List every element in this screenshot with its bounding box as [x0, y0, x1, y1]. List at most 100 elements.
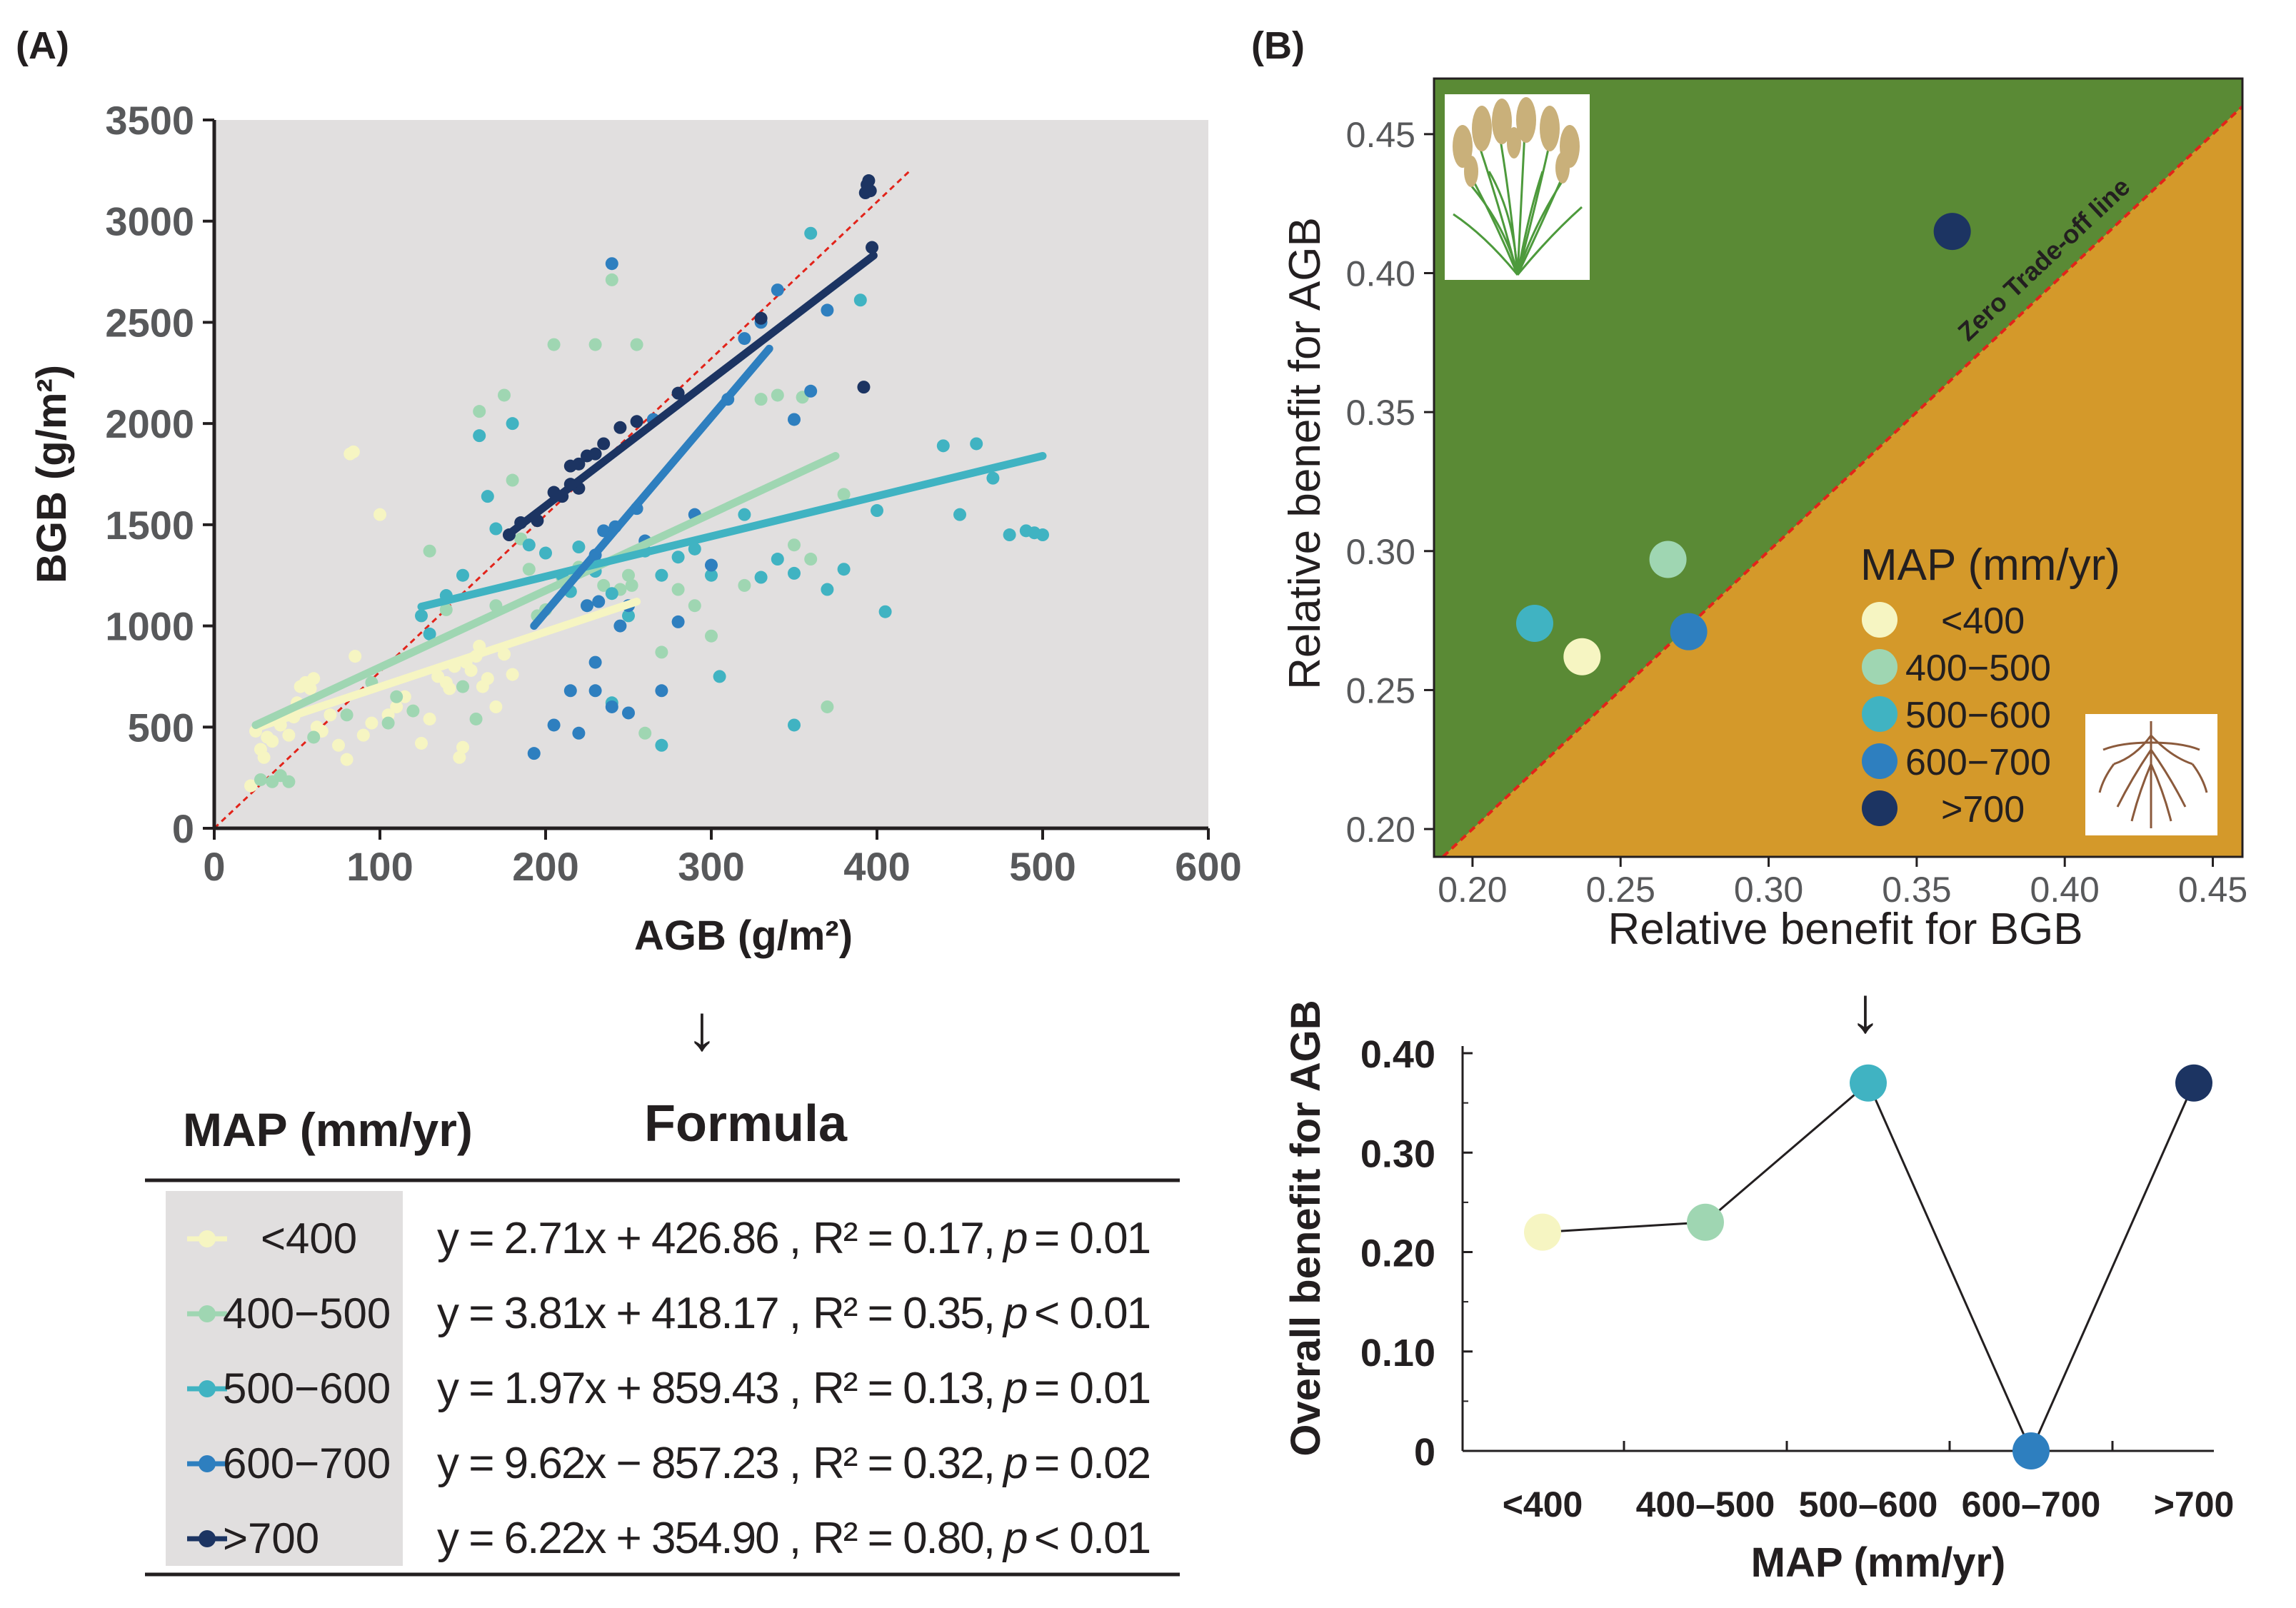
x-tick-label: 0.45 — [2178, 870, 2247, 910]
formula-r2: R² = 0.80, — [813, 1514, 994, 1563]
data-point-b400_500 — [588, 338, 602, 351]
fit-line-b400_500 — [251, 451, 840, 729]
data-point-gt700 — [588, 447, 602, 461]
formula-r2: R² = 0.35, — [813, 1289, 994, 1338]
data-point-b400_500 — [254, 773, 267, 786]
legend-title: MAP (mm/yr) — [1860, 541, 2120, 590]
legend-marker-gt700 — [199, 1530, 216, 1547]
grass-plant-icon — [1445, 94, 1590, 280]
data-point-b500_600 — [605, 587, 618, 601]
formula-p-value: < 0.01 — [1034, 1514, 1150, 1563]
data-point-b600_700 — [597, 524, 611, 538]
x-tick-label: 500–600 — [1799, 1484, 1938, 1524]
data-point-b400_500 — [406, 704, 420, 718]
data-point-b400_500 — [390, 690, 403, 703]
y-tick-label: 0.35 — [1346, 393, 1415, 433]
data-point-b500_600 — [539, 546, 552, 560]
x-tick-label: 0.40 — [2030, 870, 2100, 910]
data-point-b400_500 — [522, 563, 536, 576]
legend-label-b500_600: 500−600 — [223, 1365, 391, 1412]
data-point-lt400 — [390, 700, 403, 713]
formula-equation: y = 9.62x − 857.23 , — [437, 1439, 800, 1488]
points-group — [1515, 213, 1971, 675]
legend-cell-background — [166, 1191, 403, 1566]
data-point-lt400 — [481, 672, 494, 685]
data-point-b500_600 — [705, 568, 718, 582]
formula-p-value: = 0.01 — [1034, 1364, 1150, 1413]
data-point-b400_500 — [788, 538, 801, 552]
data-point-b400_500 — [506, 473, 519, 487]
data-point-b500_600 — [481, 490, 494, 503]
data-point-b400_500 — [630, 338, 643, 351]
data-point-b600_700 — [705, 558, 718, 572]
data-point-b600_700 — [588, 684, 602, 698]
data-point-b400_500 — [456, 680, 469, 693]
panel-b-tradeoff-chart: Zero Trade-off line 0.20 0.25 0.30 0.35 0.40… — [1280, 77, 2248, 954]
y-tick-label: 500 — [128, 705, 194, 750]
map-legend: MAP (mm/yr) <400 400−500 500−600 600−700 >70… — [1860, 541, 2120, 830]
data-point-gt700 — [671, 386, 685, 400]
legend-marker-b600_700 — [1862, 743, 1898, 779]
data-point-lt400 — [266, 735, 279, 748]
data-point-b600_700 — [821, 303, 834, 317]
data-point-b500_600 — [713, 670, 726, 683]
fit-line-b500_600 — [417, 451, 1047, 611]
data-point-b500_600 — [804, 226, 818, 240]
data-point-b600_700 — [605, 700, 618, 713]
data-point-lt400 — [346, 445, 360, 458]
y-tick-label: 0.20 — [1360, 1232, 1435, 1275]
data-point-lt400 — [282, 728, 296, 742]
data-point-b400_500 — [625, 578, 638, 592]
legend-marker-lt400 — [1862, 602, 1898, 638]
data-point-lt400 — [464, 663, 478, 677]
data-point-b400_500 — [738, 578, 751, 592]
x-tick-label: 0.25 — [1586, 870, 1655, 910]
axes-group: 0.20 0.25 0.30 0.35 0.40 0.45 0.20 0.25 0.30 0.35… — [1346, 115, 2248, 910]
data-point-b500_600 — [423, 627, 436, 640]
fit-line-lt400 — [251, 598, 641, 733]
legend-label-b400_500: 400−500 — [223, 1290, 391, 1337]
data-point-b600_700 — [771, 283, 784, 297]
data-point-b400_500 — [547, 338, 561, 351]
y-tick-label: 1500 — [105, 503, 194, 548]
data-point-b500_600 — [771, 553, 784, 566]
data-point-b600_700 — [592, 595, 606, 608]
y-tick-label: 0.30 — [1360, 1132, 1435, 1175]
legend-marker-b500_600 — [199, 1380, 216, 1397]
formula-equation: y = 1.97x + 859.43 , — [437, 1364, 800, 1413]
data-point-lt400 — [415, 736, 428, 750]
data-point-b600_700 — [1670, 613, 1708, 650]
data-point-gt700 — [754, 311, 768, 325]
data-point-b600_700 — [581, 599, 593, 613]
data-point-b500_600 — [1036, 528, 1049, 542]
y-tick-label: 0.20 — [1346, 810, 1415, 850]
y-tick-label: 0 — [172, 806, 194, 851]
data-point-gt700 — [866, 241, 879, 254]
x-axis-label: AGB (g/m²) — [634, 913, 853, 959]
panel-b-overall-benefit-chart: 0 0.10 0.20 0.30 0.40 <400 400–500 500–600 600–7… — [1283, 1000, 2234, 1586]
data-point-lt400 — [423, 712, 436, 725]
data-point-lt400 — [506, 668, 519, 681]
x-tick-label: 0.35 — [1882, 870, 1951, 910]
data-point-b500_600 — [655, 568, 668, 582]
data-point-b500_600 — [788, 718, 801, 732]
legend-label-b600_700: 600−700 — [1905, 742, 2051, 783]
data-point-b500_600 — [821, 583, 834, 596]
data-point-b500_600 — [871, 504, 883, 518]
data-point-b600_700 — [547, 718, 561, 732]
y-tick-label: 0.30 — [1346, 532, 1415, 572]
data-point-b600_700 — [2012, 1432, 2050, 1469]
formula-equation: y = 6.22x + 354.90 , — [437, 1514, 800, 1563]
y-tick-label: 3000 — [105, 199, 194, 244]
legend-marker-b600_700 — [199, 1455, 216, 1472]
x-tick-label: 0 — [203, 844, 225, 889]
data-point-b400_500 — [821, 700, 834, 713]
data-point-b400_500 — [837, 488, 851, 501]
down-arrow-icon: ↓ — [1850, 975, 1882, 1046]
data-point-b400_500 — [439, 603, 453, 616]
data-point-b400_500 — [307, 730, 321, 744]
data-point-b400_500 — [705, 629, 718, 643]
formula-p-value: = 0.02 — [1034, 1439, 1150, 1488]
x-tick-label: 100 — [346, 844, 413, 889]
agb-benefit-region — [1434, 79, 2242, 857]
